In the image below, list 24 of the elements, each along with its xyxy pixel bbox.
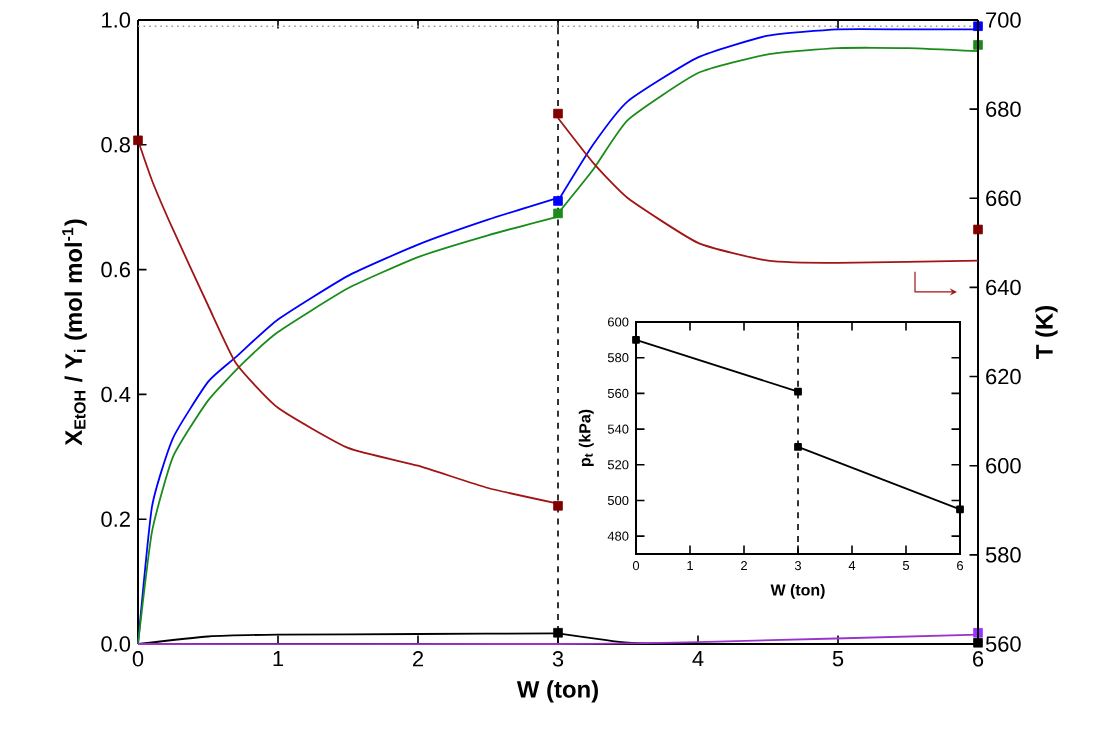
y-tick-label: 0.4 xyxy=(101,386,131,403)
y2-tick-label: 660 xyxy=(986,190,1021,207)
y2-tick-label: 580 xyxy=(985,547,1021,563)
x-tick-label: 1 xyxy=(273,651,284,667)
x-axis-title: W (ton) xyxy=(516,680,598,703)
y-tick-label: 0.0 xyxy=(101,636,131,652)
y2-tick-label: 620 xyxy=(986,368,1021,385)
x-tick-label: 2 xyxy=(413,651,423,667)
y2-tick-label: 600 xyxy=(986,457,1021,474)
y2-tick-label: 680 xyxy=(986,101,1021,117)
y2-tick-label: 640 xyxy=(986,279,1021,296)
x-tick-label: 5 xyxy=(832,651,844,667)
y-tick-label: 1.0 xyxy=(102,12,131,28)
y-tick-label: 0.8 xyxy=(101,137,130,153)
x-tick-label: 6 xyxy=(973,651,984,667)
y-axis-title: X$_{EtOH}$ / Y$_{i}$ (mol mol$^{-1}$) xyxy=(62,219,87,446)
x-tick-label: 0 xyxy=(132,651,144,667)
x-tick-label: 4 xyxy=(692,651,704,667)
y2-axis-title: T (K) xyxy=(1035,305,1058,359)
y2-tick-label: 700 xyxy=(986,12,1021,28)
x-tick-label: 3 xyxy=(552,651,564,667)
y2-tick-label: 560 xyxy=(985,636,1021,652)
y-tick-label: 0.2 xyxy=(101,511,130,527)
y-tick-label: 0.6 xyxy=(101,261,130,278)
